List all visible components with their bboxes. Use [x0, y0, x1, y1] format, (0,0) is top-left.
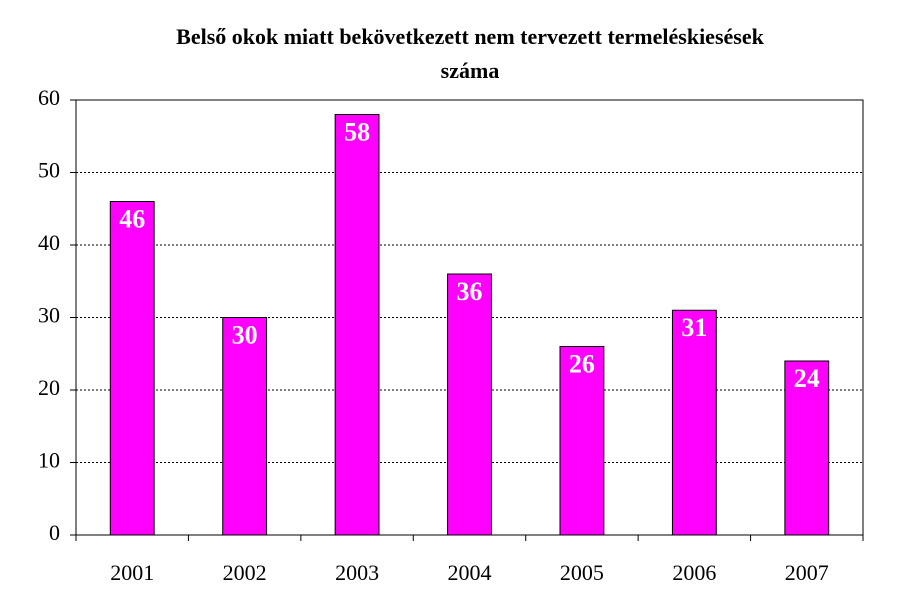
bar [109, 201, 155, 536]
x-tick-label: 2001 [110, 560, 154, 585]
bar [559, 346, 605, 536]
x-tick-label: 2005 [560, 560, 604, 585]
x-tick-label: 2003 [335, 560, 379, 585]
data-label: 26 [569, 349, 595, 378]
y-tick-label: 20 [38, 375, 60, 400]
data-label: 58 [344, 117, 370, 146]
x-tick-label: 2002 [223, 560, 267, 585]
y-tick-label: 60 [38, 85, 60, 110]
bar [334, 114, 380, 536]
x-tick-label: 2004 [448, 560, 492, 585]
y-tick-label: 10 [38, 448, 60, 473]
y-tick-label: 50 [38, 158, 60, 183]
data-label: 24 [794, 364, 820, 393]
y-tick-label: 30 [38, 303, 60, 328]
y-tick-label: 40 [38, 230, 60, 255]
data-label: 36 [457, 277, 483, 306]
chart-title: Belső okok miatt bekövetkezett nem terve… [176, 24, 764, 83]
bar [784, 360, 830, 536]
data-label: 46 [119, 204, 145, 233]
y-tick-label: 0 [49, 520, 60, 545]
data-label: 31 [681, 313, 707, 342]
bar [671, 309, 717, 536]
bar [222, 317, 268, 536]
x-tick-label: 2006 [672, 560, 716, 585]
x-tick-label: 2007 [785, 560, 829, 585]
data-label: 30 [232, 320, 258, 349]
bar [447, 273, 492, 536]
